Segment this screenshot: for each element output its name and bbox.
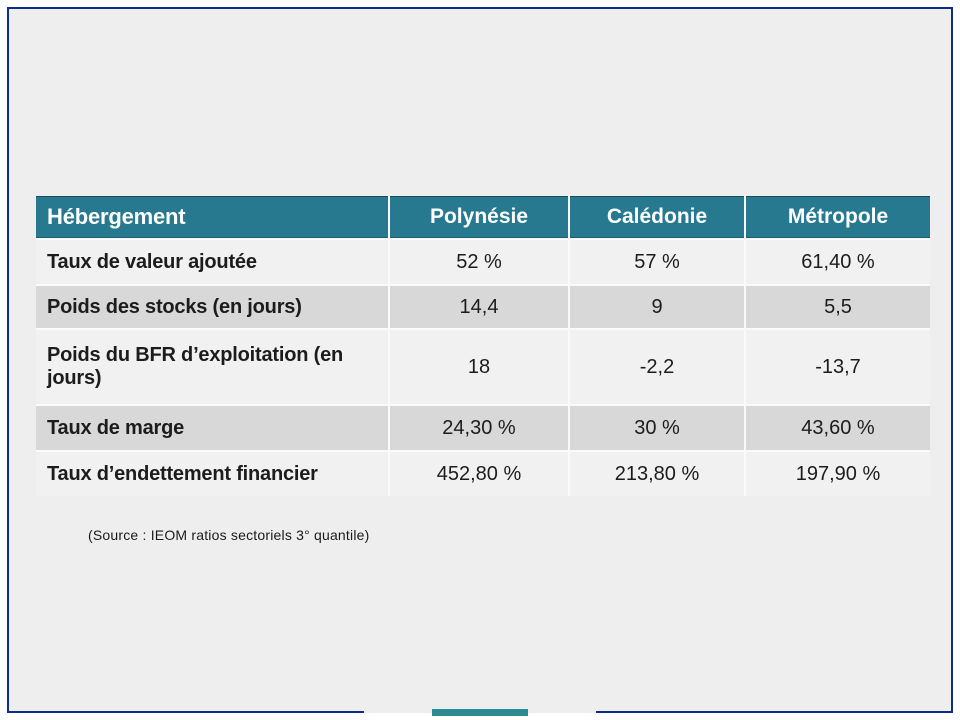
header-cell-metropole: Métropole xyxy=(746,196,930,238)
cell-value: 14,4 xyxy=(390,286,568,328)
cell-value: 213,80 % xyxy=(570,452,744,496)
header-cell-sector: Hébergement xyxy=(36,196,388,238)
cell-value: 5,5 xyxy=(746,286,930,328)
cell-value: 43,60 % xyxy=(746,406,930,450)
header-cell-polynesie: Polynésie xyxy=(390,196,568,238)
cell-value: 452,80 % xyxy=(390,452,568,496)
ratios-table: Hébergement Polynésie Calédonie Métropol… xyxy=(36,196,930,496)
source-note: (Source : IEOM ratios sectoriels 3° quan… xyxy=(88,527,370,543)
header-cell-caledonie: Calédonie xyxy=(570,196,744,238)
cell-value: -13,7 xyxy=(746,330,930,404)
cell-value: 30 % xyxy=(570,406,744,450)
row-label: Taux de marge xyxy=(36,406,388,450)
cell-value: 61,40 % xyxy=(746,240,930,284)
row-label: Poids du BFR d’exploitation (en jours) xyxy=(36,330,388,404)
cell-value: 57 % xyxy=(570,240,744,284)
cell-value: 9 xyxy=(570,286,744,328)
cell-value: -2,2 xyxy=(570,330,744,404)
row-label: Poids des stocks (en jours) xyxy=(36,286,388,328)
footer-accent-bar xyxy=(432,709,528,716)
cell-value: 18 xyxy=(390,330,568,404)
cell-value: 52 % xyxy=(390,240,568,284)
cell-value: 24,30 % xyxy=(390,406,568,450)
row-label: Taux d’endettement financier xyxy=(36,452,388,496)
row-label: Taux de valeur ajoutée xyxy=(36,240,388,284)
cell-value: 197,90 % xyxy=(746,452,930,496)
